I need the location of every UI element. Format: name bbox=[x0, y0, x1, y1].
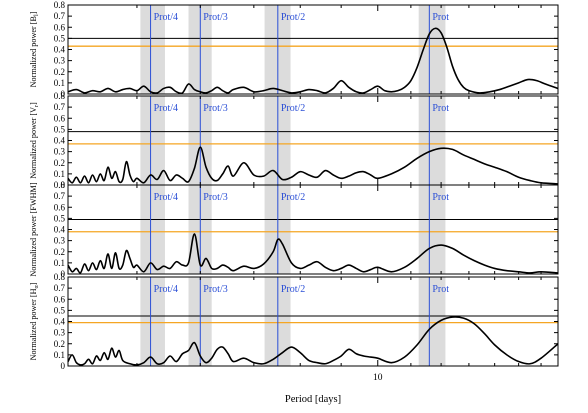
y-tick-label: 0.5 bbox=[54, 33, 66, 43]
shaded-band bbox=[140, 185, 165, 274]
y-tick-label: 0.8 bbox=[54, 272, 66, 282]
y-axis-label: Normalized power [Bl] bbox=[29, 11, 40, 87]
period-marker-label: Prot/2 bbox=[281, 12, 305, 23]
shaded-band bbox=[418, 185, 446, 274]
y-tick-label: 0.1 bbox=[54, 169, 65, 179]
panel-bl: Prot/4 Prot/3 Prot/2 Prot00.10.20.30.40.50.… bbox=[29, 0, 559, 99]
shaded-band bbox=[140, 5, 165, 94]
y-tick-label: 0.1 bbox=[54, 350, 65, 360]
period-marker-label: Prot/3 bbox=[203, 103, 227, 114]
periodogram-curve bbox=[67, 233, 559, 274]
period-marker-label: Prot/4 bbox=[154, 103, 178, 114]
period-marker-label: Prot/4 bbox=[154, 12, 178, 23]
y-tick-label: 0.2 bbox=[54, 67, 65, 77]
y-tick-label: 0.7 bbox=[54, 11, 66, 21]
period-marker-label: Prot/2 bbox=[281, 192, 305, 203]
shaded-band bbox=[418, 96, 446, 185]
y-tick-label: 0 bbox=[61, 361, 66, 371]
y-tick-label: 0.6 bbox=[54, 113, 66, 123]
y-tick-label: 0.1 bbox=[54, 258, 65, 268]
y-tick-label: 0 bbox=[61, 269, 66, 279]
period-marker-label: Prot/3 bbox=[203, 192, 227, 203]
period-marker-label: Prot/4 bbox=[154, 192, 178, 203]
periodogram-curve bbox=[67, 146, 559, 185]
period-marker-label: Prot bbox=[432, 12, 449, 23]
x-axis-label: Period [days] bbox=[285, 394, 341, 405]
period-marker-label: Prot bbox=[432, 284, 449, 295]
y-tick-label: 0.2 bbox=[54, 339, 65, 349]
period-marker-label: Prot/3 bbox=[203, 284, 227, 295]
y-tick-label: 0.2 bbox=[54, 158, 65, 168]
y-tick-label: 0.6 bbox=[54, 22, 66, 32]
shaded-band bbox=[418, 277, 446, 366]
y-tick-label: 0.6 bbox=[54, 202, 66, 212]
period-marker-label: Prot/2 bbox=[281, 103, 305, 114]
y-axis-label: Normalized power [Hα] bbox=[29, 282, 40, 360]
y-tick-label: 0.5 bbox=[54, 124, 66, 134]
shaded-band bbox=[140, 277, 165, 366]
y-tick-label: 0.5 bbox=[54, 305, 66, 315]
y-tick-label: 0.4 bbox=[54, 45, 66, 55]
y-tick-label: 0.3 bbox=[54, 56, 66, 66]
y-tick-label: 0.7 bbox=[54, 102, 66, 112]
y-tick-label: 0 bbox=[61, 180, 66, 190]
panel-halpha: Prot/4 Prot/3 Prot/2 Prot00.10.20.30.40.50.… bbox=[29, 272, 559, 383]
y-tick-label: 0.4 bbox=[54, 136, 66, 146]
y-tick-label: 0.4 bbox=[54, 225, 66, 235]
period-marker-label: Prot/3 bbox=[203, 12, 227, 23]
y-tick-label: 0.7 bbox=[54, 191, 66, 201]
shaded-band bbox=[140, 96, 165, 185]
y-tick-label: 0.8 bbox=[54, 0, 66, 10]
y-axis-label: Normalized power [Vr] bbox=[29, 102, 40, 179]
period-marker-label: Prot bbox=[432, 103, 449, 114]
y-tick-label: 0.4 bbox=[54, 317, 66, 327]
y-tick-label: 0.8 bbox=[54, 91, 66, 101]
y-tick-label: 0.6 bbox=[54, 294, 66, 304]
panel-fwhm: Prot/4 Prot/3 Prot/2 Prot00.10.20.30.40.50.… bbox=[29, 180, 559, 279]
y-tick-label: 0.3 bbox=[54, 147, 66, 157]
y-tick-label: 0.7 bbox=[54, 283, 66, 293]
y-tick-label: 0 bbox=[61, 89, 66, 99]
y-tick-label: 0.3 bbox=[54, 328, 66, 338]
y-tick-label: 0.2 bbox=[54, 247, 65, 257]
x-tick-label: 10 bbox=[373, 373, 383, 383]
y-tick-label: 0.8 bbox=[54, 180, 66, 190]
panel-vr: Prot/4 Prot/3 Prot/2 Prot00.10.20.30.40.50.… bbox=[29, 91, 559, 190]
periodogram-curve bbox=[67, 316, 559, 366]
y-tick-label: 0.5 bbox=[54, 213, 66, 223]
y-tick-label: 0.1 bbox=[54, 78, 65, 88]
period-marker-label: Prot/4 bbox=[154, 284, 178, 295]
y-tick-label: 0.3 bbox=[54, 236, 66, 246]
periodogram-curve bbox=[67, 27, 559, 95]
y-axis-label: Normalized power [FWHM] bbox=[29, 182, 38, 276]
period-marker-label: Prot/2 bbox=[281, 284, 305, 295]
period-marker-label: Prot bbox=[432, 192, 449, 203]
